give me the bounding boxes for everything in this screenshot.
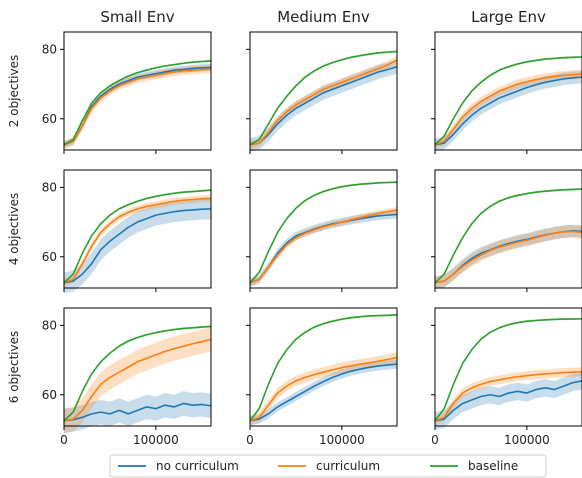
band-curriculum [64,327,211,433]
line-curriculum [434,371,582,422]
line-baseline [434,56,582,146]
legend-label: no curriculum [156,459,239,473]
ytick-label: 80 [42,180,57,194]
xtick-label: 0 [431,433,439,447]
line-baseline [249,314,398,422]
band-no-curriculum [250,59,397,152]
legend: no curriculum curriculum baseline [109,454,547,478]
line-curriculum [249,209,398,284]
axes-frame [434,169,582,289]
line-no-curriculum [434,76,582,146]
column-titles: Small Env Medium Env Large Env [100,8,546,26]
ytick-label: 80 [42,42,57,56]
column-title: Large Env [471,8,546,26]
line-curriculum [63,197,212,284]
line-curriculum [63,68,212,146]
axes-frame [434,31,582,151]
band-no-curriculum [250,210,397,287]
line-baseline [249,50,398,146]
line-no-curriculum [63,208,212,284]
panel-6-objectives-small-env: 60 80 0 100000 [42,307,212,447]
line-curriculum [434,73,582,146]
panel-2-objectives-large-env [431,31,582,154]
row-label: 2 objectives [7,55,21,128]
column-title: Medium Env [277,8,370,26]
line-curriculum [63,338,212,422]
xtick-label: 100000 [319,433,365,447]
row-labels: 2 objectives 4 objectives 6 objectives [7,55,21,404]
legend-entry-baseline: baseline [430,459,518,473]
line-no-curriculum [249,363,398,422]
panel-4-objectives-small-env: 60 80 [42,169,212,294]
panel-4-objectives-medium-env [246,169,398,292]
line-baseline [63,325,212,422]
band-curriculum [435,225,582,290]
legend-entry-no-curriculum: no curriculum [118,459,239,473]
legend-label: baseline [468,459,518,473]
xtick-label: 100000 [133,433,179,447]
line-baseline [434,317,582,422]
panel-grid: 60 80 60 80 60 80 0 100000 0 100000 0 100000 [42,31,582,447]
ytick-label: 80 [42,318,57,332]
legend-label: curriculum [316,459,380,473]
axes-frame [249,307,398,427]
band-no-curriculum [435,224,582,290]
line-baseline [434,188,582,284]
band-no-curriculum [435,372,582,430]
band-no-curriculum [64,198,211,294]
line-baseline [249,181,398,284]
line-baseline [63,189,212,284]
axes-frame [63,307,212,427]
xtick-label: 100000 [504,433,550,447]
band-no-curriculum [64,391,211,433]
column-title: Small Env [100,8,174,26]
line-baseline [63,60,212,146]
xtick-label: 0 [60,433,68,447]
panel-6-objectives-large-env: 0 100000 [431,307,582,447]
axes-frame [434,307,582,427]
line-no-curriculum [63,402,212,422]
band-baseline [250,181,397,284]
axes-frame [63,169,212,289]
ytick-label: 60 [42,250,57,264]
band-curriculum [250,206,397,286]
axes-frame [63,31,212,151]
row-label: 4 objectives [7,193,21,266]
panel-4-objectives-large-env [431,169,582,292]
line-curriculum [249,356,398,422]
legend-box [109,454,547,478]
ytick-label: 60 [42,388,57,402]
band-curriculum [435,69,582,150]
line-curriculum [434,230,582,284]
row-label: 6 objectives [7,331,21,404]
legend-entry-curriculum: curriculum [278,459,380,473]
axes-frame [249,169,398,289]
axes-frame [249,31,398,151]
ytick-label: 60 [42,112,57,126]
xtick-label: 0 [246,433,254,447]
panel-2-objectives-small-env: 60 80 [42,31,212,154]
line-curriculum [249,59,398,146]
band-curriculum [64,194,211,287]
line-no-curriculum [434,380,582,422]
line-no-curriculum [249,65,398,146]
panel-2-objectives-medium-env [246,31,398,154]
panel-6-objectives-medium-env: 0 100000 [246,307,398,447]
